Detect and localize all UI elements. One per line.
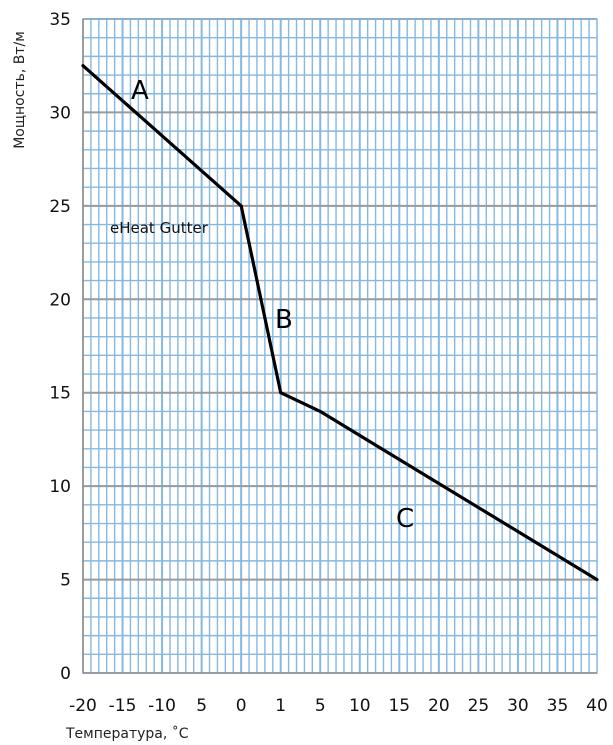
- x-tick-label: 40: [586, 696, 608, 716]
- y-tick-label: 35: [49, 10, 71, 30]
- y-tick-label: 15: [49, 384, 71, 404]
- x-tick-label: 15: [388, 696, 410, 716]
- series-layer: [81, 64, 599, 582]
- x-tick-label: 0: [236, 696, 247, 716]
- x-tick-label: 5: [196, 696, 207, 716]
- segment-label-c: C: [396, 504, 414, 534]
- x-axis-title: Температура, ˚C: [65, 725, 189, 742]
- y-tick-label: 20: [49, 290, 71, 310]
- major-grid: [83, 18, 597, 673]
- x-tick-label: -20: [69, 696, 97, 716]
- series-annotation: eHeat Gutter: [110, 219, 209, 237]
- x-tick-label: 30: [507, 696, 529, 716]
- axes: [82, 18, 598, 674]
- x-tick-label: 25: [468, 696, 490, 716]
- x-tick-label: 10: [349, 696, 371, 716]
- segment-label-a: A: [131, 76, 149, 106]
- x-tick-label: 5: [315, 696, 326, 716]
- x-tick-label: -15: [109, 696, 137, 716]
- y-tick-label: 10: [49, 477, 71, 497]
- y-tick-label: 30: [49, 103, 71, 123]
- y-tick-labels: 0 5 10 15 20 25 30 35: [49, 10, 71, 684]
- x-tick-label: 20: [428, 696, 450, 716]
- y-tick-label: 5: [60, 571, 71, 591]
- x-tick-labels: -20 -15 -10 5 0 1 5 10 15 20 25 30 35 40: [69, 696, 608, 716]
- plot-area: [83, 19, 597, 673]
- x-tick-label: 1: [275, 696, 286, 716]
- segment-label-b: B: [275, 305, 293, 335]
- x-tick-label: 35: [547, 696, 569, 716]
- y-axis-title: Мощность, Вт/м: [12, 31, 28, 149]
- minor-grid: [83, 19, 597, 673]
- y-tick-label: 0: [60, 664, 71, 684]
- y-tick-label: 25: [49, 197, 71, 217]
- x-tick-label: -10: [148, 696, 176, 716]
